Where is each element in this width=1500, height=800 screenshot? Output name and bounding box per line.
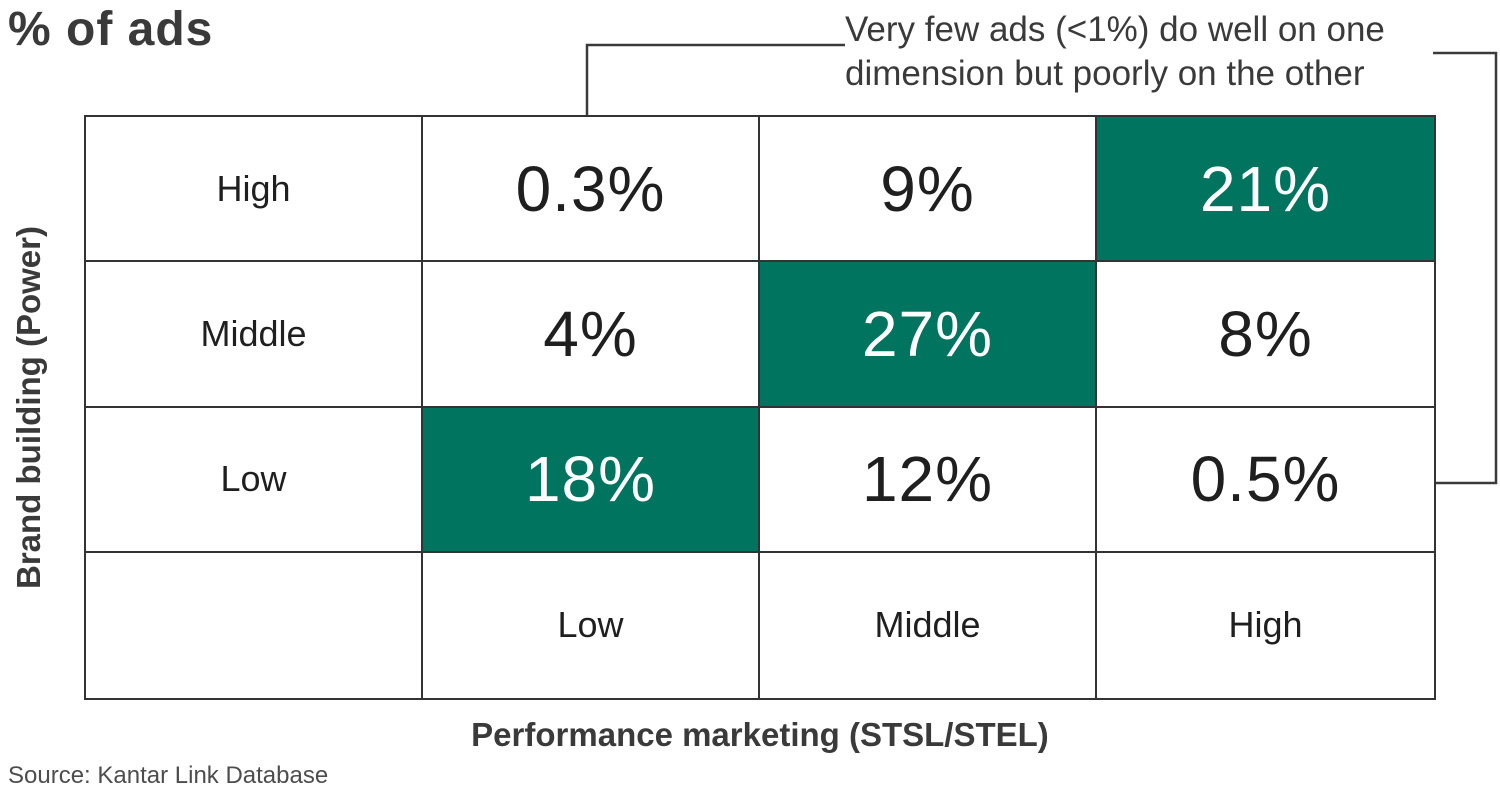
corner-empty-cell	[86, 552, 423, 698]
col-label-high: High	[1097, 552, 1434, 698]
annotation-line-1: Very few ads (<1%) do well on one	[845, 10, 1385, 49]
y-axis-label: Brand building (Power)	[10, 226, 47, 589]
cell-high-high: 21%	[1097, 117, 1434, 263]
cell-low-middle: 12%	[760, 407, 1097, 553]
heatmap-matrix: High 0.3% 9% 21% Middle 4% 27% 8% Low 18…	[84, 115, 1436, 700]
cell-low-low: 18%	[423, 407, 760, 553]
x-axis-label: Performance marketing (STSL/STEL)	[471, 716, 1049, 753]
cell-middle-high: 8%	[1097, 262, 1434, 408]
cell-high-middle: 9%	[760, 117, 1097, 263]
col-label-low: Low	[423, 552, 760, 698]
cell-middle-middle: 27%	[760, 262, 1097, 408]
cell-high-low: 0.3%	[423, 117, 760, 263]
annotation-line-2: dimension but poorly on the other	[845, 54, 1365, 93]
cell-low-high: 0.5%	[1097, 407, 1434, 553]
source-note: Source: Kantar Link Database	[8, 762, 329, 789]
col-label-middle: Middle	[760, 552, 1097, 698]
row-label-middle: Middle	[86, 262, 423, 408]
cell-middle-low: 4%	[423, 262, 760, 408]
row-label-high: High	[86, 117, 423, 263]
annotation-text: Very few ads (<1%) do well on one dimens…	[845, 8, 1385, 96]
chart-title: % of ads	[8, 3, 214, 56]
row-label-low: Low	[86, 407, 423, 553]
